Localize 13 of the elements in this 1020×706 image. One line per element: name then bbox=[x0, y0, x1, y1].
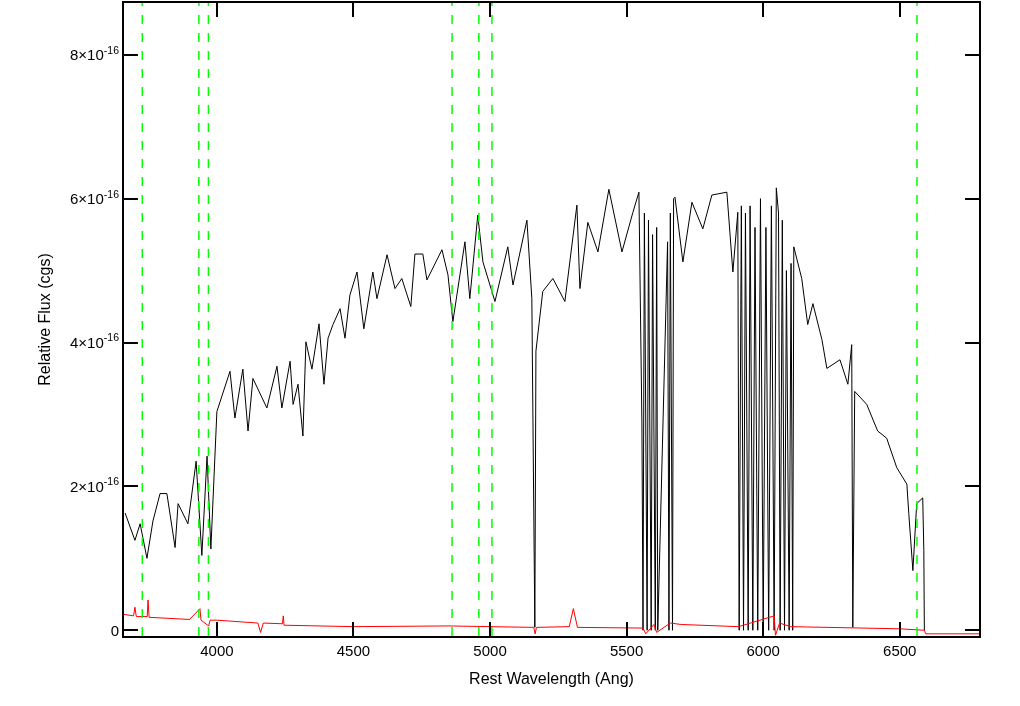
y-tick-label: 0 bbox=[110, 621, 119, 639]
y-tick-label: 6×10$^{-16}$ bbox=[70, 187, 120, 207]
x-tick-label: 4500 bbox=[336, 642, 371, 659]
y-axis-title: Relative Flux (cgs) bbox=[36, 253, 54, 386]
x-tick-label: 6500 bbox=[883, 642, 917, 659]
x-tick-label: 6000 bbox=[746, 642, 780, 659]
x-tick-label: 5000 bbox=[473, 642, 507, 659]
x-tick-label: 4000 bbox=[200, 642, 234, 659]
y-tick-label: 4×10$^{-16}$ bbox=[70, 331, 120, 351]
y-tick-label: 8×10$^{-16}$ bbox=[70, 43, 120, 64]
y-tick-label: 2×10$^{-16}$ bbox=[70, 475, 120, 495]
x-axis-title: Rest Wavelength (Ang) bbox=[469, 670, 634, 688]
x-tick-label: 5500 bbox=[609, 642, 644, 659]
